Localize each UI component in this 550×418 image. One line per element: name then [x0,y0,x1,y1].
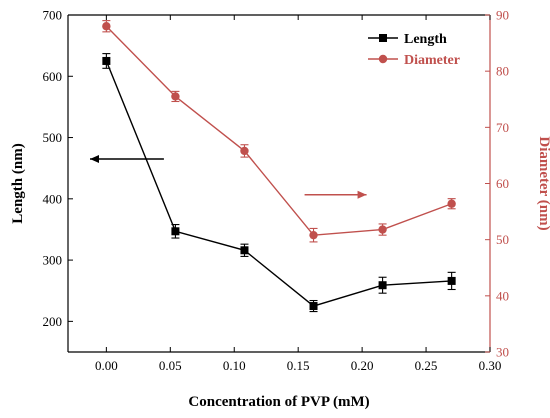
data-point-length [102,56,111,65]
y-right-tick-label: 40 [496,288,509,303]
data-point-diameter [378,225,387,234]
y-right-tick-label: 60 [496,176,509,191]
arrow-to-diameter-axis-head [357,190,367,199]
y-left-tick-label: 400 [43,191,63,206]
data-point-diameter [240,146,249,156]
y-left-tick-label: 600 [43,69,63,84]
x-tick-label: 0.30 [479,358,502,373]
y-right-tick-label: 90 [496,8,509,23]
x-tick-label: 0.15 [287,358,310,373]
y-left-tick-label: 300 [43,253,63,268]
y-left-tick-label: 500 [43,130,63,145]
series-line-diameter [105,25,452,236]
data-point-length [447,276,456,285]
x-tick-label: 0.25 [415,358,438,373]
arrow-to-length-axis-head [90,154,99,163]
data-point-diameter [447,199,456,208]
legend-marker-diameter [378,54,388,64]
legend-label-diameter: Diameter [404,53,460,68]
legend-marker-length [379,34,387,42]
data-point-diameter [309,230,318,240]
y-right-axis-title: Diameter (nm) [536,136,550,230]
x-tick-label: 0.00 [95,358,118,373]
x-tick-label: 0.05 [159,358,182,373]
y-right-tick-label: 50 [496,232,509,247]
x-tick-label: 0.10 [223,358,246,373]
data-point-length [240,246,249,255]
y-left-tick-label: 700 [43,8,63,23]
data-point-diameter [102,22,111,31]
data-point-length [171,227,180,236]
data-point-length [378,281,387,290]
x-tick-label: 0.20 [351,358,374,373]
data-point-length [309,302,318,311]
y-right-tick-label: 70 [496,120,509,135]
y-right-tick-label: 30 [496,345,509,360]
x-axis-title: Concentration of PVP (mM) [188,394,369,410]
data-point-diameter [171,92,180,101]
series-line-length [105,60,452,307]
y-left-axis-title: Length (nm) [10,143,26,223]
y-left-tick-label: 200 [43,314,63,329]
y-right-tick-label: 80 [496,64,509,79]
legend-label-length: Length [404,32,447,47]
